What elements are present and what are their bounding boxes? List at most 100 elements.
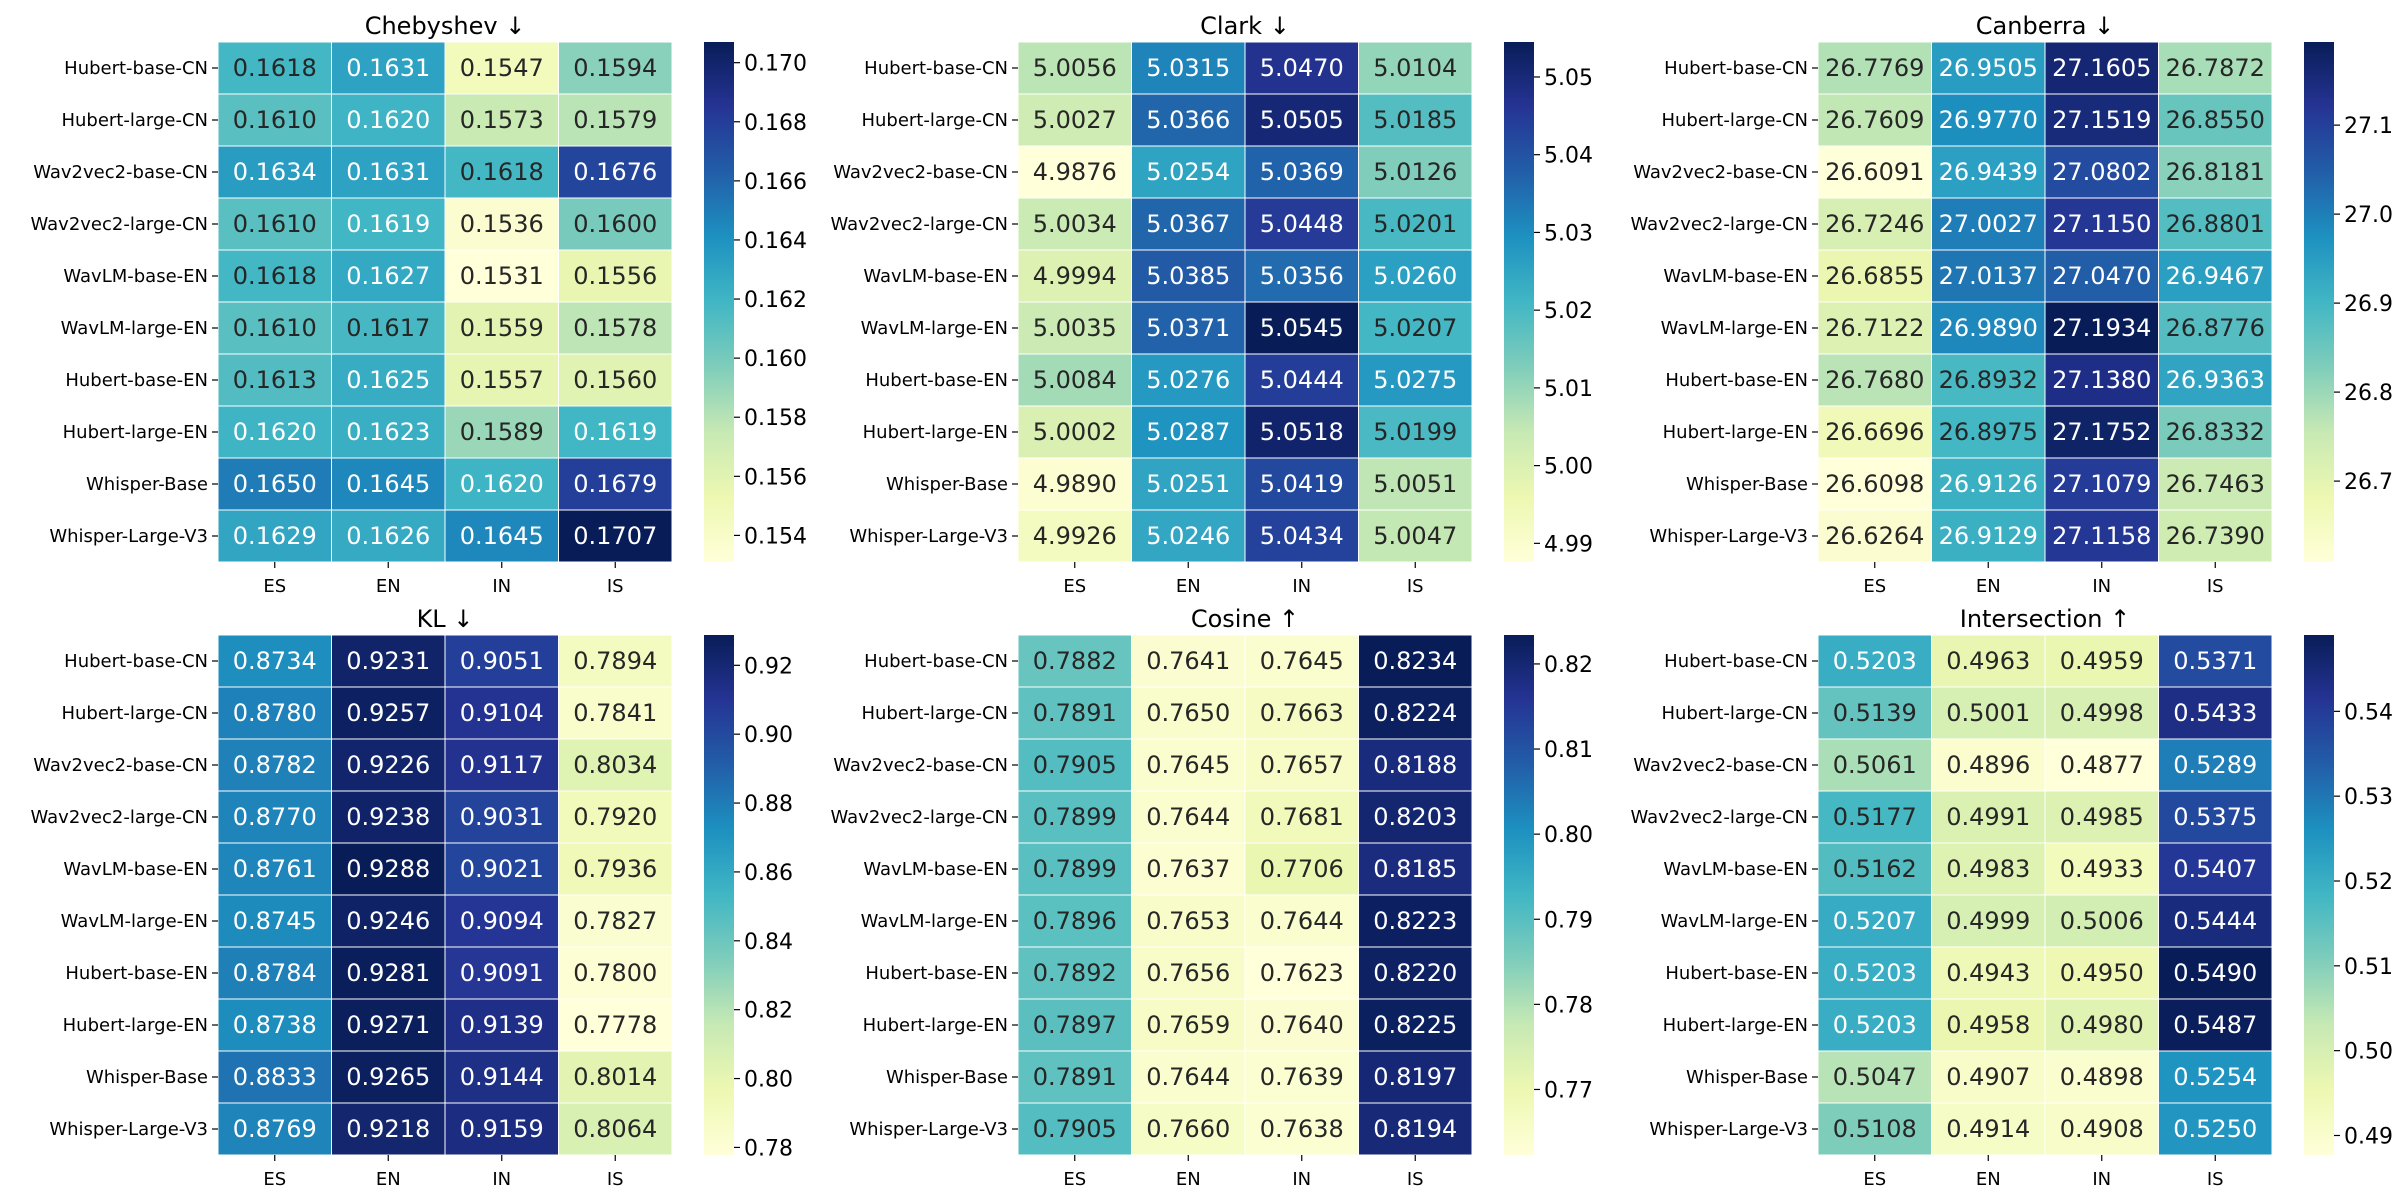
y-tick-label: Hubert-base-EN [65, 370, 208, 391]
cell-value-label: 0.4896 [1946, 751, 2030, 779]
y-tick-label: WavLM-base-EN [863, 859, 1008, 880]
x-tick-label: IS [2207, 576, 2224, 597]
heatmap-cell [558, 686, 673, 740]
cell-value-label: 0.5006 [2060, 907, 2144, 935]
cell-value-label: 27.0470 [2052, 262, 2151, 290]
heatmap-cell [2158, 457, 2273, 511]
colorbar-tick-label: 0.166 [744, 170, 807, 195]
cell-value-label: 27.1752 [2052, 418, 2151, 446]
cell-value-label: 0.4907 [1946, 1063, 2030, 1091]
colorbar-tick-label: 26.9 [2344, 292, 2393, 317]
heatmap-panel: Clark ↓ 5.0056 5.0315 5.0470 5.0104 5.0027 5.0… [831, 12, 1593, 597]
cell-value-label: 27.0137 [1939, 262, 2038, 290]
cell-value-label: 26.8181 [2166, 158, 2265, 186]
heatmap-cell [1244, 842, 1359, 896]
cell-value-label: 0.9144 [460, 1063, 544, 1091]
cell-value-label: 0.8185 [1373, 855, 1457, 883]
heatmap-cell [2044, 93, 2159, 147]
colorbar-tick-label: 27.1 [2344, 114, 2393, 139]
cell-value-label: 0.4999 [1946, 907, 2030, 935]
heatmap-cell [2044, 301, 2159, 355]
cell-value-label: 0.1645 [460, 522, 544, 550]
y-tick-label: Wav2vec2-large-CN [1631, 807, 1809, 828]
heatmap-cell [444, 301, 559, 355]
cell-value-label: 0.9159 [460, 1115, 544, 1143]
heatmap-cell [1358, 738, 1473, 792]
colorbar [2304, 42, 2334, 562]
cell-value-label: 5.0518 [1260, 418, 1344, 446]
cell-value-label: 0.7841 [573, 699, 657, 727]
heatmap-cell [1131, 145, 1246, 199]
cell-value-label: 26.9467 [2166, 262, 2265, 290]
cell-value-label: 5.0470 [1260, 54, 1344, 82]
y-tick-label: Hubert-base-EN [1665, 963, 1808, 984]
cell-value-label: 0.4933 [2060, 855, 2144, 883]
cell-value-label: 0.1594 [573, 54, 657, 82]
cell-value-label: 0.9117 [460, 751, 544, 779]
cell-value-label: 0.1617 [346, 314, 430, 342]
cell-value-label: 0.1531 [460, 262, 544, 290]
y-tick-label: Whisper-Large-V3 [849, 526, 1008, 547]
cell-value-label: 0.4914 [1946, 1115, 2030, 1143]
cell-value-label: 0.4959 [2060, 647, 2144, 675]
x-tick-label: EN [376, 1169, 401, 1190]
cell-value-label: 0.5203 [1833, 647, 1917, 675]
heatmap-cell [1931, 249, 2046, 303]
colorbar-tick-label: 4.99 [1544, 532, 1593, 557]
x-tick-label: IS [607, 576, 624, 597]
cell-value-label: 0.1626 [346, 522, 430, 550]
heatmap-cell [1817, 946, 1932, 1000]
cell-value-label: 0.1556 [573, 262, 657, 290]
cell-value-label: 5.0002 [1033, 418, 1117, 446]
panel-title: Intersection ↑ [1960, 605, 2131, 633]
cell-value-label: 0.1629 [233, 522, 317, 550]
cell-value-label: 0.8784 [233, 959, 317, 987]
cell-value-label: 27.0027 [1939, 210, 2038, 238]
cell-value-label: 26.7390 [2166, 522, 2265, 550]
heatmap-cell [1017, 790, 1132, 844]
cell-value-label: 26.8776 [2166, 314, 2265, 342]
heatmap-cell [558, 301, 673, 355]
cell-value-label: 0.8064 [573, 1115, 657, 1143]
cell-value-label: 0.5047 [1833, 1063, 1917, 1091]
heatmap-cell [1131, 1102, 1246, 1156]
y-tick-label: Hubert-base-CN [864, 58, 1008, 79]
cell-value-label: 0.9238 [346, 803, 430, 831]
cell-value-label: 0.9288 [346, 855, 430, 883]
cell-value-label: 27.1519 [2052, 106, 2151, 134]
cell-value-label: 0.7659 [1146, 1011, 1230, 1039]
heatmap-cell [2158, 145, 2273, 199]
heatmap-cell [331, 509, 446, 563]
heatmap-cell [1244, 1050, 1359, 1104]
colorbar-tick-label: 0.154 [744, 524, 807, 549]
cell-value-label: 27.1158 [2052, 522, 2151, 550]
cell-value-label: 26.6098 [1825, 470, 1924, 498]
heatmap-cell [1358, 353, 1473, 407]
cell-value-label: 5.0315 [1146, 54, 1230, 82]
y-tick-label: Hubert-base-EN [865, 963, 1008, 984]
cell-value-label: 0.7681 [1260, 803, 1344, 831]
cell-value-label: 0.1676 [573, 158, 657, 186]
colorbar-tick-label: 0.79 [1544, 908, 1593, 933]
y-tick-label: Wav2vec2-base-CN [1633, 755, 1808, 776]
cell-value-label: 0.4963 [1946, 647, 2030, 675]
cell-value-label: 0.1547 [460, 54, 544, 82]
heatmap-cell [2044, 145, 2159, 199]
cell-value-label: 0.5162 [1833, 855, 1917, 883]
cell-value-label: 0.5375 [2173, 803, 2257, 831]
heatmap-cell [2044, 509, 2159, 563]
cell-value-label: 27.0802 [2052, 158, 2151, 186]
x-tick-label: IS [1407, 576, 1424, 597]
cell-value-label: 0.1618 [460, 158, 544, 186]
cell-value-label: 5.0207 [1373, 314, 1457, 342]
cell-value-label: 0.7894 [573, 647, 657, 675]
cell-value-label: 0.8734 [233, 647, 317, 675]
cell-value-label: 5.0251 [1146, 470, 1230, 498]
cell-value-label: 0.4943 [1946, 959, 2030, 987]
heatmap-cell [1358, 145, 1473, 199]
heatmap-cell [1358, 249, 1473, 303]
cell-value-label: 27.1079 [2052, 470, 2151, 498]
heatmap-cell [1817, 634, 1932, 688]
heatmap-cell [558, 998, 673, 1052]
colorbar-tick-label: 5.00 [1544, 455, 1593, 480]
